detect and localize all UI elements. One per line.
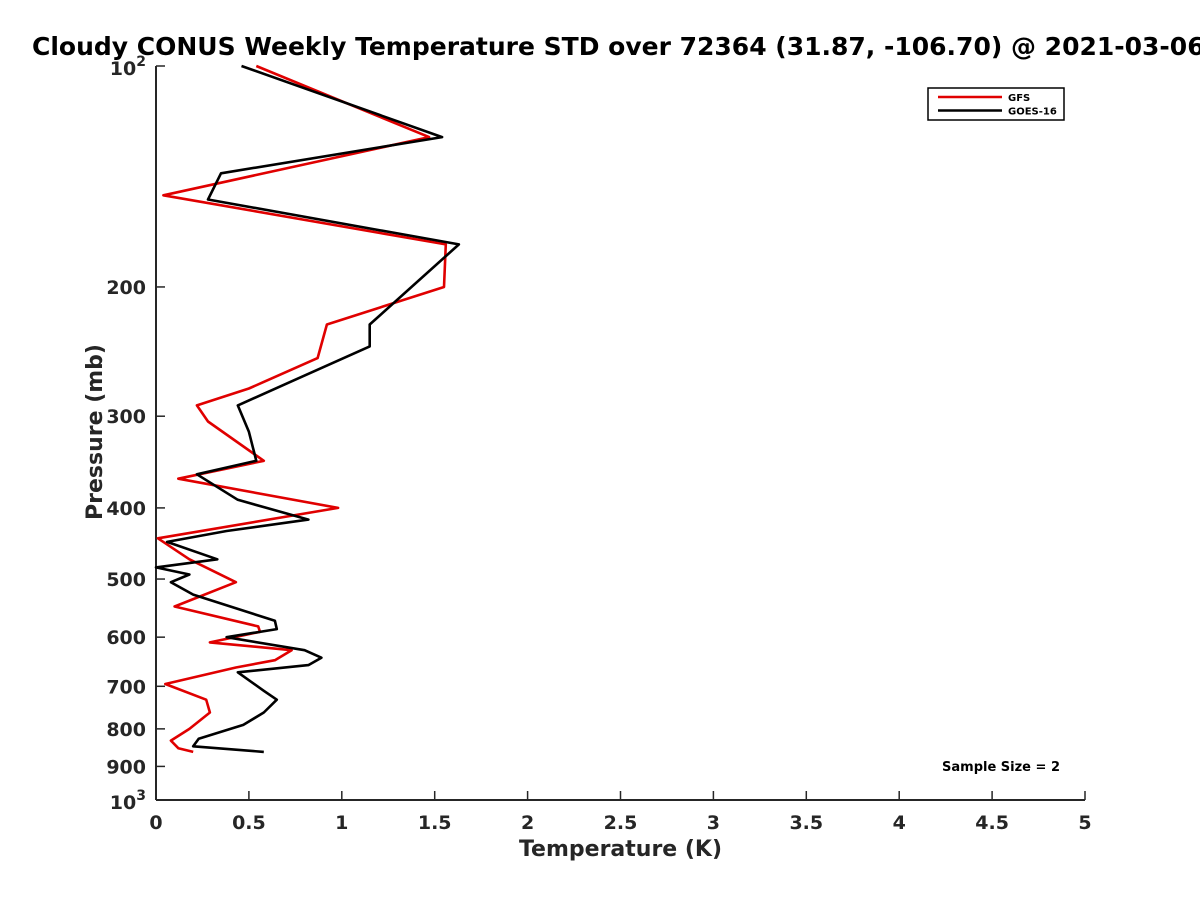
y-tick-label: 200 bbox=[106, 277, 146, 299]
series-line-gfs bbox=[156, 64, 448, 754]
chart-title: Cloudy CONUS Weekly Temperature STD over… bbox=[32, 32, 1200, 61]
y-tick-label: 800 bbox=[106, 719, 146, 741]
y-tick-label: 300 bbox=[106, 406, 146, 428]
x-tick-label: 5 bbox=[1078, 812, 1091, 834]
x-ticks: 0 0.5 1 1.5 2 2.5 3 3.5 4 4.5 5 bbox=[149, 791, 1092, 834]
y-tick-label-base: 10 bbox=[110, 58, 136, 80]
y-tick-label-base: 10 bbox=[110, 792, 136, 814]
legend-box bbox=[927, 87, 1065, 121]
y-tick-label: 600 bbox=[106, 627, 146, 649]
legend-label-gfs: GFS bbox=[1008, 93, 1030, 104]
y-tick-label-exponent: 2 bbox=[136, 54, 146, 70]
y-tick-label: 103 bbox=[110, 788, 146, 814]
x-tick-label: 1 bbox=[335, 812, 348, 834]
x-axis-label: Temperature (K) bbox=[519, 837, 722, 862]
x-tick-label: 0 bbox=[149, 812, 162, 834]
y-tick-label-exponent: 3 bbox=[136, 788, 146, 804]
x-tick-label: 2 bbox=[521, 812, 534, 834]
y-tick-label: 102 bbox=[110, 54, 146, 80]
x-tick-label: 3 bbox=[707, 812, 720, 834]
series-line-goes-16 bbox=[154, 64, 461, 754]
sample-size-annotation: Sample Size = 2 bbox=[942, 760, 1060, 775]
x-tick-label: 1.5 bbox=[418, 812, 452, 834]
x-tick-label: 4.5 bbox=[975, 812, 1009, 834]
y-tick-label: 900 bbox=[106, 756, 146, 778]
x-tick-label: 2.5 bbox=[604, 812, 638, 834]
y-tick-label: 400 bbox=[106, 498, 146, 520]
x-tick-label: 3.5 bbox=[789, 812, 823, 834]
y-tick-label: 500 bbox=[106, 569, 146, 591]
series-lines bbox=[154, 64, 461, 754]
legend: GFS GOES-16 bbox=[927, 87, 1065, 121]
x-tick-label: 0.5 bbox=[232, 812, 266, 834]
y-tick-label: 700 bbox=[106, 676, 146, 698]
legend-label-goes-16: GOES-16 bbox=[1008, 107, 1057, 118]
x-tick-label: 4 bbox=[893, 812, 906, 834]
y-axis-label: Pressure (mb) bbox=[83, 344, 108, 520]
